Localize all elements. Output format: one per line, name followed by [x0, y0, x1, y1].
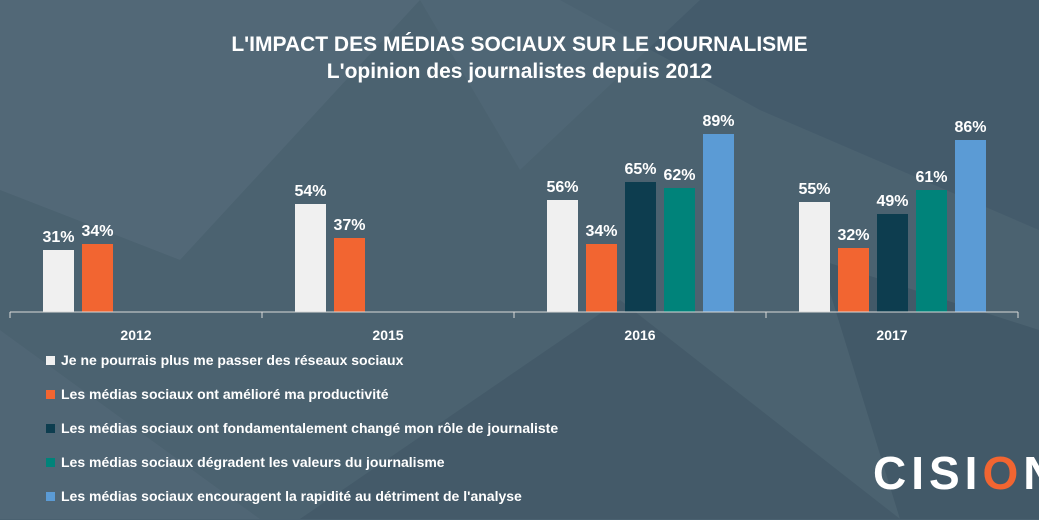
bar-2017-series-3: [877, 214, 908, 312]
legend-swatch: [46, 458, 55, 467]
bar-2012-series-1: [43, 250, 74, 312]
bar-2016-series-2: [586, 244, 617, 312]
bar-2016-series-5: [703, 134, 734, 312]
logo-text-accent: O: [982, 447, 1024, 499]
bar-2016-series-1: [547, 200, 578, 312]
x-tick-label-2015: 2015: [372, 327, 403, 343]
bar-2012-series-2: [82, 244, 113, 312]
value-label-2016-series-4: 62%: [663, 167, 695, 184]
legend-swatch: [46, 356, 55, 365]
legend-label: Les médias sociaux encouragent la rapidi…: [61, 488, 522, 504]
x-axis: 2012 2015 2016 2017: [9, 311, 1019, 343]
bar-2016-series-3: [625, 182, 656, 312]
chart-title: L'IMPACT DES MÉDIAS SOCIAUX SUR LE JOURN…: [231, 33, 808, 56]
value-label-2016-series-3: 65%: [624, 161, 656, 178]
bar-2017-series-5: [955, 140, 986, 312]
x-tick-label-2017: 2017: [876, 327, 907, 343]
bar-2017-series-1: [799, 202, 830, 312]
logo-text-start: CISI: [873, 447, 983, 499]
bar-2016-series-4: [664, 188, 695, 312]
legend-item-3: Les médias sociaux ont fondamentalement …: [46, 418, 558, 452]
value-label-2012-series-2: 34%: [81, 223, 113, 240]
value-label-2017-series-5: 86%: [954, 119, 986, 136]
bar-2015-series-2: [334, 238, 365, 312]
x-tick-label-2012: 2012: [120, 327, 151, 343]
legend-item-1: Je ne pourrais plus me passer des réseau…: [46, 350, 558, 384]
value-label-2015-series-1: 54%: [294, 183, 326, 200]
legend-label: Les médias sociaux ont fondamentalement …: [61, 420, 559, 436]
legend: Je ne pourrais plus me passer des réseau…: [46, 350, 558, 520]
bar-2017-series-4: [916, 190, 947, 312]
legend-item-5: Les médias sociaux encouragent la rapidi…: [46, 486, 558, 520]
chart-subtitle: L'opinion des journalistes depuis 2012: [326, 60, 713, 83]
x-tick-label-2016: 2016: [624, 327, 655, 343]
value-label-2016-series-5: 89%: [702, 113, 734, 130]
value-label-2016-series-2: 34%: [585, 223, 617, 240]
bar-2017-series-2: [838, 248, 869, 312]
value-label-2016-series-1: 56%: [546, 179, 578, 196]
legend-label: Je ne pourrais plus me passer des réseau…: [61, 352, 404, 368]
value-label-2017-series-4: 61%: [915, 169, 947, 186]
bar-2015-series-1: [295, 204, 326, 312]
value-label-2012-series-1: 31%: [42, 229, 74, 246]
legend-swatch: [46, 390, 55, 399]
legend-label: Les médias sociaux dégradent les valeurs…: [61, 454, 445, 470]
legend-item-2: Les médias sociaux ont amélioré ma produ…: [46, 384, 558, 418]
value-labels-group: 31% 34% 54% 37% 56% 34% 65% 62% 89% 55% 32% 49% 61% 8…: [42, 113, 986, 246]
legend-swatch: [46, 424, 55, 433]
logo-text-end: N: [1023, 447, 1039, 499]
value-label-2017-series-3: 49%: [876, 193, 908, 210]
legend-label: Les médias sociaux ont amélioré ma produ…: [61, 386, 389, 402]
value-label-2017-series-1: 55%: [798, 181, 830, 198]
bars-group: [43, 134, 986, 312]
legend-item-4: Les médias sociaux dégradent les valeurs…: [46, 452, 558, 486]
value-label-2017-series-2: 32%: [837, 227, 869, 244]
legend-swatch: [46, 492, 55, 501]
value-label-2015-series-2: 37%: [333, 217, 365, 234]
cision-logo: CISION®: [873, 448, 1039, 498]
